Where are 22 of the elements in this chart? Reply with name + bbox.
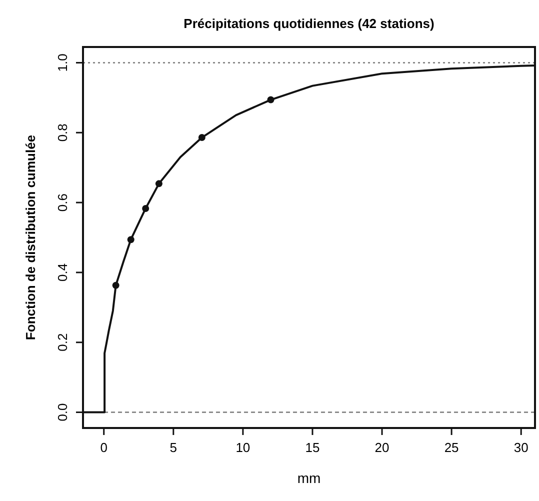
y-tick-label: 0.8 — [55, 124, 70, 142]
y-tick-label: 0.4 — [55, 263, 70, 282]
x-tick-label: 25 — [444, 440, 459, 455]
chart-title: Précipitations quotidiennes (42 stations) — [184, 16, 434, 31]
y-tick-label: 0.6 — [55, 194, 70, 212]
point — [267, 96, 274, 104]
point — [127, 236, 134, 244]
y-tick-label: 0.0 — [55, 403, 70, 422]
x-tick-label: 15 — [305, 440, 320, 455]
x-axis-title: mm — [297, 470, 321, 486]
x-tick-label: 20 — [374, 440, 390, 455]
point — [155, 180, 162, 188]
y-tick-label: 1.0 — [55, 54, 70, 72]
point — [112, 282, 120, 289]
y-axis-title: Fonction de distribution cumulée — [23, 134, 38, 340]
y-tick-label: 0.2 — [55, 333, 70, 352]
x-tick-label: 30 — [514, 440, 528, 455]
x-tick-label: 10 — [236, 440, 250, 455]
x-tick-label: 0 — [100, 440, 108, 455]
point — [142, 204, 150, 212]
x-tick-label: 5 — [170, 440, 178, 455]
point — [198, 134, 206, 142]
